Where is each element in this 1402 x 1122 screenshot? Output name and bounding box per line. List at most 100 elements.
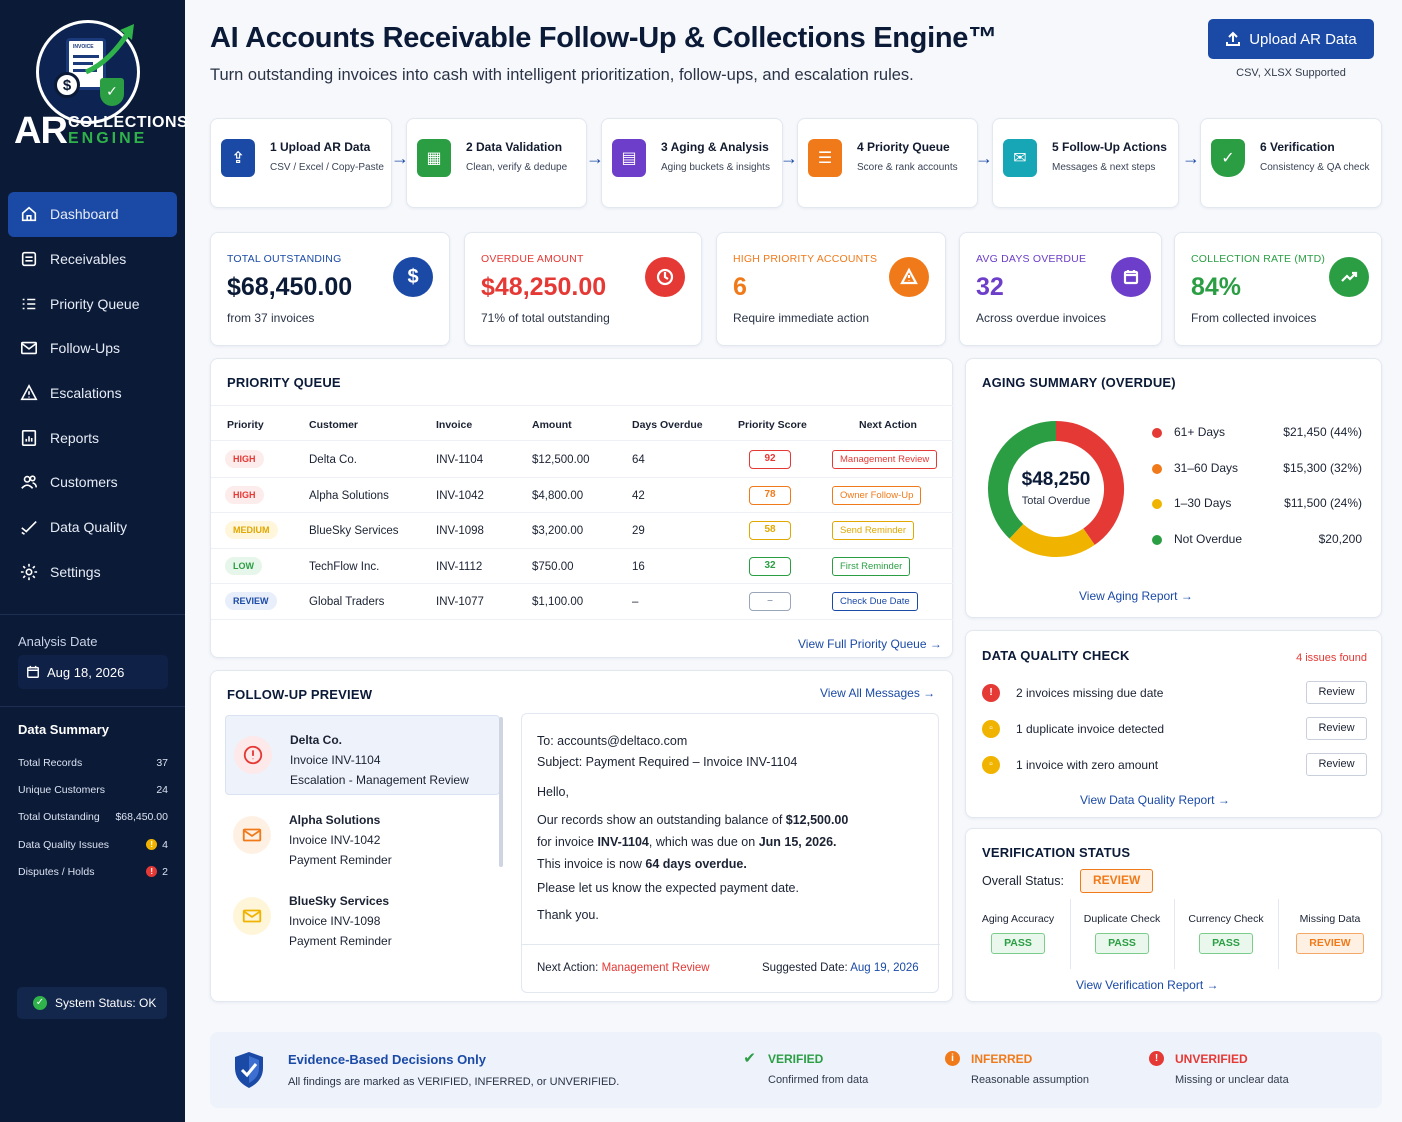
next-action-button[interactable]: Management Review xyxy=(832,450,938,469)
users-icon xyxy=(20,473,38,491)
calendar-icon: ▤ xyxy=(612,139,646,177)
sidebar-nav: Dashboard Receivables Priority Queue Fol… xyxy=(8,192,177,594)
cell-amount: $750.00 xyxy=(532,560,574,573)
follow-up-item[interactable]: BlueSky Services Invoice INV-1098 Payment … xyxy=(225,877,500,957)
sidebar-item-settings[interactable]: Settings xyxy=(8,550,177,595)
alert-icon: ! xyxy=(1149,1051,1164,1066)
aging-total-value: $48,250 xyxy=(1021,469,1091,490)
cell-invoice: INV-1077 xyxy=(436,596,484,609)
next-action-value: Management Review xyxy=(601,962,710,974)
cell-amount: $3,200.00 xyxy=(532,525,584,538)
step-priority[interactable]: ☰ 4 Priority Queue Score & rank accounts xyxy=(797,118,978,208)
spreadsheet-icon: ▦ xyxy=(417,139,451,177)
sidebar-item-reports[interactable]: Reports xyxy=(8,415,177,460)
envelope-icon xyxy=(233,897,271,935)
dq-issue-row: ▫ 1 invoice with zero amount Review xyxy=(982,748,1368,784)
divider xyxy=(0,614,185,615)
sidebar-item-receivables[interactable]: Receivables xyxy=(8,237,177,282)
alert-icon: ! xyxy=(146,866,158,878)
cell-days: 64 xyxy=(632,454,645,466)
cell-customer: BlueSky Services xyxy=(309,525,399,538)
table-row[interactable]: HIGH Delta Co. INV-1104 $12,500.00 64 92 Manag… xyxy=(211,442,953,478)
legend-verified: ✔ VERIFIED Confirmed from data xyxy=(743,1050,869,1086)
analysis-date-picker[interactable]: Aug 18, 2026 xyxy=(18,655,168,689)
calendar-icon xyxy=(1111,257,1151,297)
legend-value: $21,450 (44%) xyxy=(1283,425,1362,439)
list-icon: ☰ xyxy=(808,139,842,177)
dq-issue-row: ! 2 invoices missing due date Review xyxy=(982,676,1368,712)
review-button[interactable]: Review xyxy=(1306,717,1367,740)
check-icon: ✔ xyxy=(743,1050,756,1067)
view-full-priority-queue-link[interactable]: View Full Priority Queue → xyxy=(798,637,942,651)
kpi-overdue-amount: OVERDUE AMOUNT $48,250.00 71% of total o… xyxy=(464,232,702,346)
table-header: Priority Customer Invoice Amount Days Ov… xyxy=(211,405,953,441)
clock-icon xyxy=(645,257,685,297)
follow-up-item[interactable]: Delta Co. Invoice INV-1104 Escalation - Ma… xyxy=(225,715,500,795)
step-verification[interactable]: ✓ 6 Verification Consistency & QA check xyxy=(1200,118,1382,208)
scrollbar[interactable] xyxy=(499,717,503,867)
sidebar-item-follow-ups[interactable]: Follow-Ups xyxy=(8,326,177,371)
alert-icon xyxy=(889,257,929,297)
priority-score-badge: 92 xyxy=(749,450,791,469)
follow-up-item[interactable]: Alpha Solutions Invoice INV-1042 Payment R… xyxy=(225,796,500,876)
review-button[interactable]: Review xyxy=(1306,681,1367,704)
check-circle-icon: ✓ xyxy=(33,996,47,1010)
legend-inferred: i INFERRED Reasonable assumption xyxy=(945,1051,1089,1086)
arrow-right-icon: → xyxy=(586,148,604,168)
view-verification-report-link[interactable]: View Verification Report → xyxy=(1076,978,1219,992)
table-row[interactable]: REVIEW Global Traders INV-1077 $1,100.00 – – C… xyxy=(211,584,953,620)
sidebar-item-customers[interactable]: Customers xyxy=(8,460,177,505)
sidebar-item-dashboard[interactable]: Dashboard xyxy=(8,192,177,237)
table-row[interactable]: HIGH Alpha Solutions INV-1042 $4,800.00 42 78… xyxy=(211,478,953,514)
warning-icon xyxy=(20,384,38,402)
priority-score-badge: 58 xyxy=(749,521,791,541)
next-action-button[interactable]: First Reminder xyxy=(832,556,911,576)
donut-segment-61-plus xyxy=(1055,421,1124,545)
suggested-date-value: Aug 19, 2026 xyxy=(850,962,919,974)
calendar-icon xyxy=(27,665,39,678)
review-button[interactable]: Review xyxy=(1306,753,1367,776)
step-follow-up[interactable]: ✉ 5 Follow-Up Actions Messages & next st… xyxy=(992,118,1179,208)
warning-icon: ! xyxy=(146,839,158,851)
cell-days: 16 xyxy=(632,560,645,573)
sidebar-item-escalations[interactable]: Escalations xyxy=(8,371,177,416)
legend-value: $15,300 (32%) xyxy=(1283,460,1362,475)
email-preview: To: accounts@deltaco.com Subject: Paymen… xyxy=(521,713,940,993)
home-icon xyxy=(20,205,38,223)
sidebar-item-data-quality[interactable]: Data Quality xyxy=(8,505,177,550)
cell-days: 42 xyxy=(632,489,645,502)
shield-check-icon xyxy=(235,1052,263,1088)
upload-ar-data-button[interactable]: Upload AR Data xyxy=(1208,19,1374,59)
priority-badge: HIGH xyxy=(225,485,264,504)
next-action-button[interactable]: Check Due Date xyxy=(832,592,918,612)
sidebar-item-priority-queue[interactable]: Priority Queue xyxy=(8,281,177,326)
sidebar: INVOICE $ ✓ AR COLLECTIONS ENGINE Dashbo… xyxy=(0,0,188,1122)
kpi-high-priority: HIGH PRIORITY ACCOUNTS 6 Require immedia… xyxy=(716,232,946,346)
next-action-button[interactable]: Send Reminder xyxy=(832,521,915,541)
next-action-button[interactable]: Owner Follow-Up xyxy=(832,485,922,505)
check-duplicate: Duplicate Check PASS xyxy=(1070,913,1174,973)
legend-value: $11,500 (24%) xyxy=(1284,496,1362,510)
overall-status-badge: REVIEW xyxy=(1080,869,1154,893)
legend-value: $20,200 xyxy=(1318,531,1362,546)
step-upload[interactable]: ⇪ 1 Upload AR Data CSV / Excel / Copy-Pa… xyxy=(210,118,392,208)
cell-customer: Alpha Solutions xyxy=(309,489,389,502)
table-row[interactable]: MEDIUM BlueSky Services INV-1098 $3,200.00 2… xyxy=(211,513,953,549)
cell-days: – xyxy=(632,596,639,609)
info-icon: i xyxy=(945,1051,960,1066)
evidence-banner: Evidence-Based Decisions Only All findin… xyxy=(210,1032,1382,1108)
legend-label: 31–60 Days xyxy=(1174,460,1239,475)
legend-swatch xyxy=(1152,428,1162,438)
envelope-icon: ✉ xyxy=(1003,139,1037,177)
data-summary: Total Records 37 Unique Customers 24 Total… xyxy=(18,749,168,885)
view-aging-report-link[interactable]: View Aging Report → xyxy=(1079,589,1193,603)
summary-row-data-quality-issues: Data Quality Issues! 4 xyxy=(18,838,168,851)
table-row[interactable]: LOW TechFlow Inc. INV-1112 $750.00 16 32 First… xyxy=(211,549,953,585)
view-all-messages-link[interactable]: View All Messages → xyxy=(820,686,936,700)
cell-customer: Delta Co. xyxy=(309,454,357,466)
step-aging[interactable]: ▤ 3 Aging & Analysis Aging buckets & ins… xyxy=(601,118,783,208)
cell-invoice: INV-1104 xyxy=(436,454,484,466)
cell-days: 29 xyxy=(632,525,645,538)
view-data-quality-report-link[interactable]: View Data Quality Report → xyxy=(1080,793,1230,807)
step-validation[interactable]: ▦ 2 Data Validation Clean, verify & dedu… xyxy=(406,118,587,208)
